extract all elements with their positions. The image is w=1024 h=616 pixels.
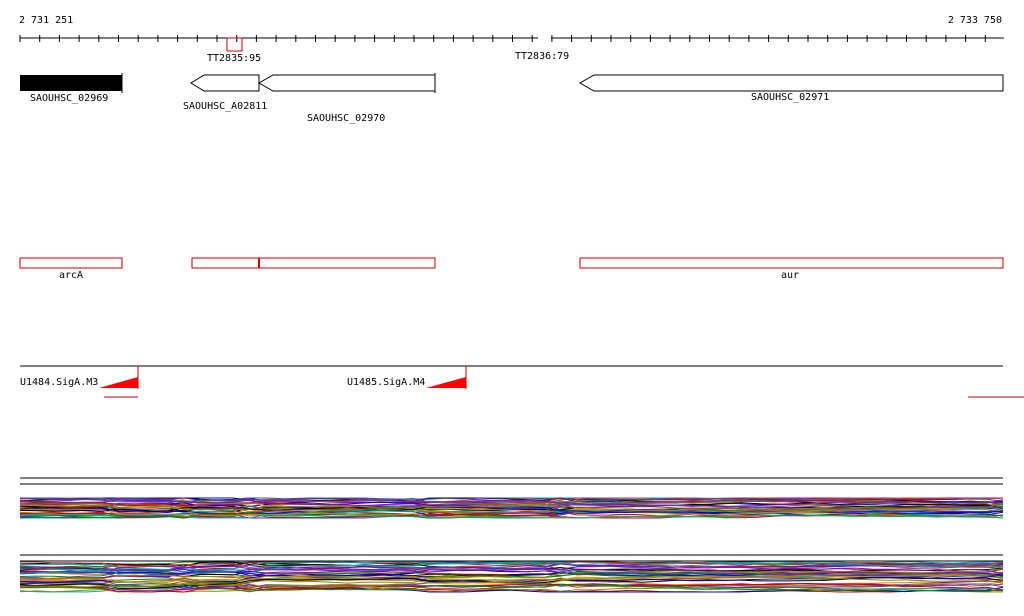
expression-profile-line	[19, 575, 1004, 589]
gene-name-box[interactable]	[579, 257, 1004, 269]
gene-name-label: arcA	[59, 270, 83, 281]
expression-profile-line	[19, 502, 1004, 512]
expression-profile-line	[19, 511, 1004, 519]
expression-profile-line	[19, 566, 1004, 578]
gene-feature[interactable]	[190, 74, 260, 92]
terminator-label: TT2836:79	[515, 51, 569, 62]
expression-profile-line	[19, 572, 1004, 583]
expression-profile-line	[19, 568, 1004, 580]
expression-profile-line	[19, 503, 1004, 514]
terminator-label: TT2835:95	[207, 53, 261, 64]
expression-profile-line	[20, 497, 1004, 509]
ruler-ticks	[19, 35, 986, 42]
gene-feature[interactable]	[257, 74, 436, 92]
gene-label: SAOUHSC_02971	[751, 92, 829, 103]
gene-feature[interactable]	[20, 75, 122, 91]
promoter-label: U1484.SigA.M3	[20, 377, 98, 388]
gene-label: SAOUHSC_A02811	[183, 101, 267, 112]
expression-profiles	[19, 561, 1004, 593]
terminator-marker[interactable]	[226, 37, 243, 52]
expression-profile-line	[19, 498, 1004, 510]
gene-feature[interactable]	[578, 74, 1004, 92]
promoter-label: U1485.SigA.M4	[347, 377, 425, 388]
gene-track: SAOUHSC_02969 SAOUHSC_A02811 SAOUHSC_029…	[20, 73, 1004, 124]
coordinate-ruler: 2 731 251 2 733 750	[19, 15, 1004, 42]
expression-profile-line	[19, 502, 1004, 511]
gene-label: SAOUHSC_02970	[307, 113, 385, 124]
expression-profile-line	[19, 561, 1003, 571]
expression-profile-line	[19, 513, 1004, 519]
gene-name-box[interactable]	[19, 257, 123, 269]
expression-profile-line	[19, 568, 1004, 577]
gene-label: SAOUHSC_02969	[30, 93, 108, 104]
expression-profile-line	[20, 561, 1004, 571]
promoter-marker[interactable]	[426, 377, 466, 388]
expression-profile-line	[20, 583, 1004, 593]
expression-profile-line	[20, 509, 1004, 519]
expression-profile-line	[19, 582, 1004, 593]
expression-profile-line	[19, 561, 1004, 574]
terminator-track: TT2835:95 TT2836:79	[207, 37, 569, 64]
gene-name-box[interactable]	[191, 257, 436, 269]
gene-name-track: arcA aur	[19, 257, 1004, 281]
expression-track-upper	[19, 477, 1004, 519]
promoter-marker[interactable]	[99, 377, 138, 388]
expression-track-lower	[19, 554, 1004, 593]
expression-profile-line	[19, 505, 1004, 515]
end-coordinate: 2 733 750	[948, 15, 1002, 26]
expression-profiles	[19, 497, 1004, 519]
promoter-track: U1484.SigA.M3 U1485.SigA.M4	[20, 365, 1024, 398]
start-coordinate: 2 731 251	[19, 15, 73, 26]
expression-profile-line	[19, 581, 1004, 593]
gene-name-label: aur	[781, 270, 799, 281]
